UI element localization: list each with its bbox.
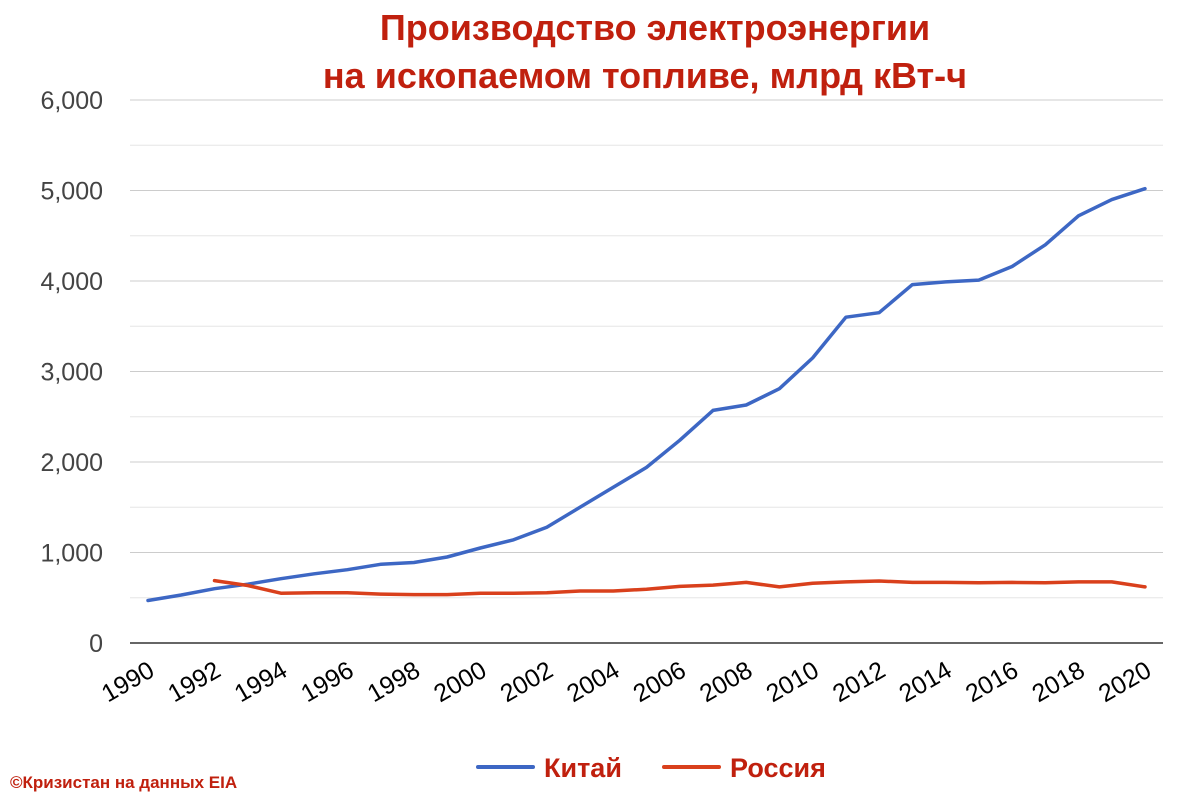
- x-tick-label: 1994: [230, 656, 292, 708]
- x-tick-label: 2000: [429, 656, 491, 708]
- y-tick-label: 6,000: [40, 87, 103, 115]
- x-tick-label: 2014: [894, 656, 956, 708]
- series-line-russia: [212, 578, 1147, 597]
- y-tick-label: 5,000: [40, 178, 103, 206]
- x-tick-label: 2012: [828, 656, 890, 708]
- x-tick-label: 2004: [562, 656, 624, 708]
- y-axis-tick-labels: 0 1,000 2,000 3,000 4,000 5,000 6,000: [40, 87, 103, 658]
- x-axis-tick-labels: 1990 1992 1994 1996 1998 2000 2002 2004 2006 2008…: [97, 656, 1156, 708]
- y-tick-label: 0: [89, 630, 103, 658]
- x-tick-label: 2020: [1094, 656, 1156, 708]
- legend: Китай Россия: [476, 753, 826, 783]
- x-tick-label: 1998: [363, 656, 425, 708]
- x-tick-label: 2016: [961, 656, 1023, 708]
- x-tick-label: 2008: [695, 656, 757, 708]
- x-tick-label: 2010: [761, 656, 823, 708]
- x-tick-label: 2006: [629, 656, 691, 708]
- x-tick-label: 1990: [97, 656, 159, 708]
- y-tick-label: 4,000: [40, 268, 103, 296]
- chart-title-line-1: Производство электроэнергии: [380, 7, 930, 48]
- x-tick-label: 2018: [1027, 656, 1089, 708]
- legend-label-china: Китай: [544, 753, 622, 783]
- legend-label-russia: Россия: [730, 753, 826, 783]
- y-tick-label: 2,000: [40, 449, 103, 477]
- source-note: ©Кризистан на данных EIA: [10, 773, 237, 792]
- series-line-china: [146, 186, 1147, 603]
- chart-title: Производство электроэнергии на ископаемо…: [323, 7, 967, 96]
- grid-lines: [130, 99, 1163, 644]
- y-tick-label: 1,000: [40, 540, 103, 568]
- x-tick-label: 1992: [163, 656, 225, 708]
- series-lines: [146, 186, 1147, 603]
- x-tick-label: 2002: [496, 656, 558, 708]
- y-tick-label: 3,000: [40, 359, 103, 387]
- x-tick-label: 1996: [296, 656, 358, 708]
- chart-title-line-2: на ископаемом топливе, млрд кВт-ч: [323, 55, 967, 96]
